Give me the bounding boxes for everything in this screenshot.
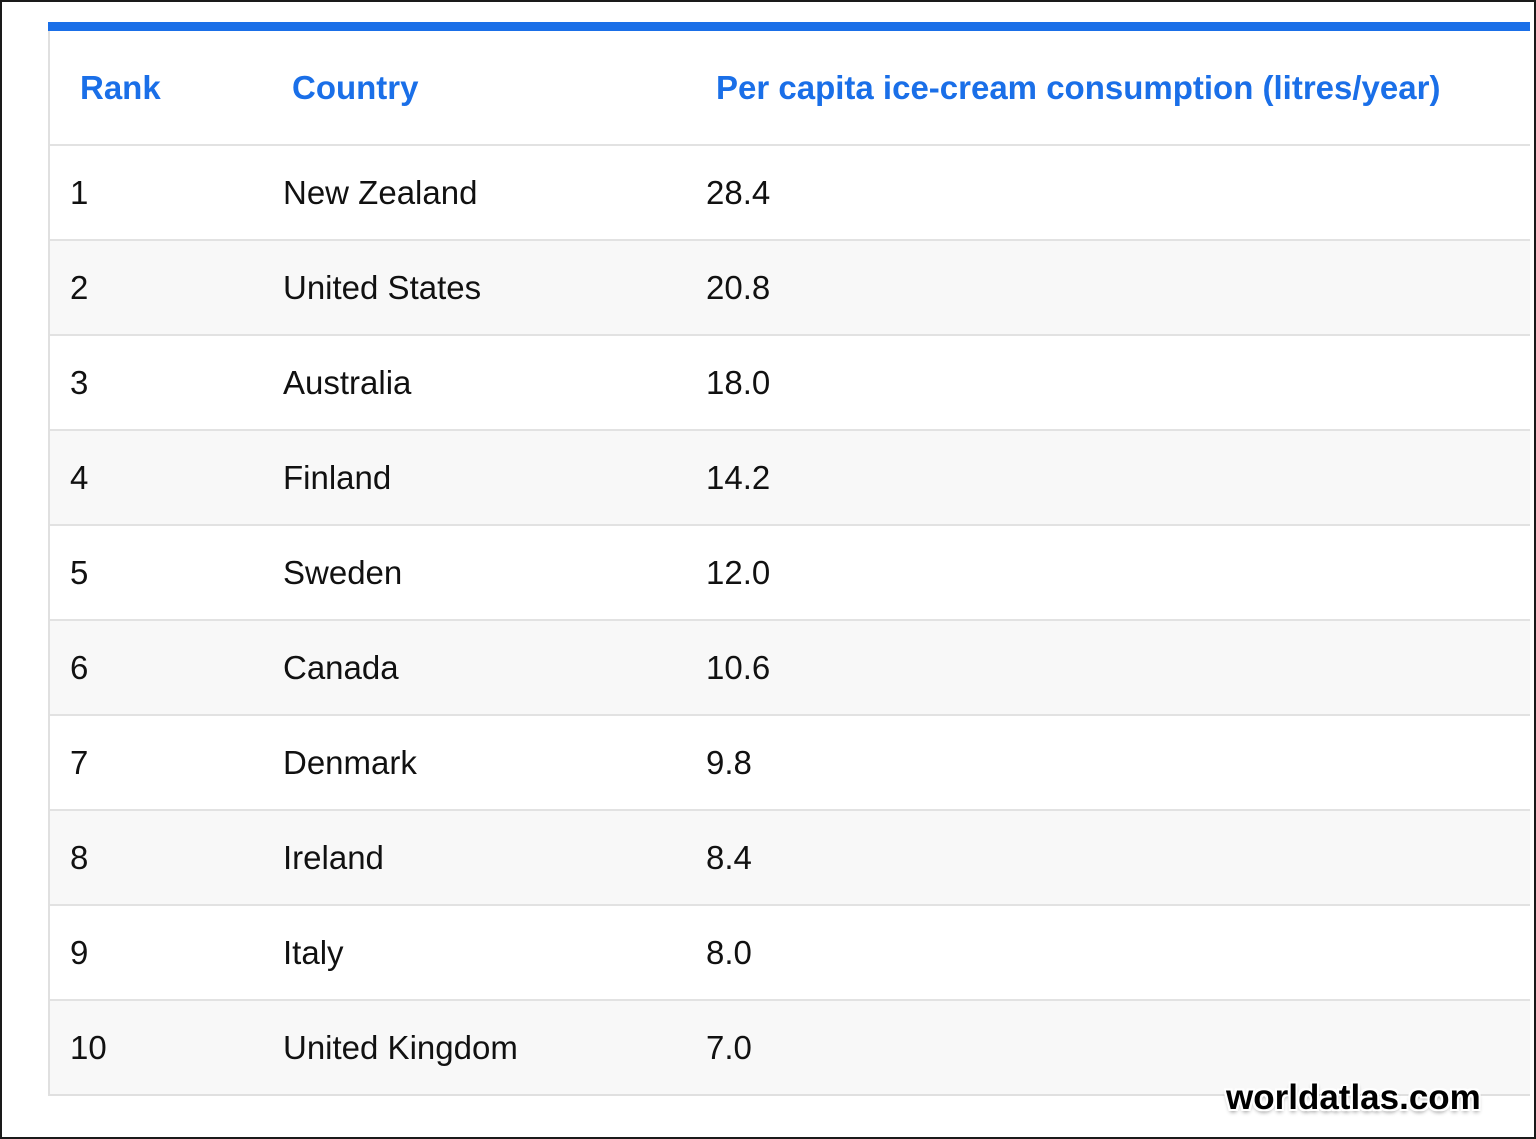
worldatlas-watermark: worldatlas.com <box>1226 1078 1481 1117</box>
country-cell: Denmark <box>283 743 417 781</box>
consumption-cell: 7.0 <box>706 1028 752 1066</box>
table-header-row: Rank Country Per capita ice-cream consum… <box>50 31 1530 146</box>
consumption-cell: 28.4 <box>706 173 771 211</box>
rank-cell: 8 <box>70 838 89 876</box>
consumption-cell: 14.2 <box>706 458 771 496</box>
table-row: 9 Italy 8.0 <box>50 906 1530 1001</box>
table-row: 6 Canada 10.6 <box>50 621 1530 716</box>
consumption-cell: 8.4 <box>706 838 752 876</box>
rank-cell: 6 <box>70 648 89 686</box>
rank-cell: 5 <box>70 553 89 591</box>
rank-cell: 1 <box>70 173 89 211</box>
country-cell: Ireland <box>283 838 384 876</box>
table-row: 5 Sweden 12.0 <box>50 526 1530 621</box>
country-cell: United Kingdom <box>283 1028 518 1066</box>
column-header-rank[interactable]: Rank <box>80 68 161 106</box>
table-row: 4 Finland 14.2 <box>50 431 1530 526</box>
rank-cell: 7 <box>70 743 89 781</box>
table-row: 1 New Zealand 28.4 <box>50 146 1530 241</box>
country-cell: Italy <box>283 933 344 971</box>
table-row: 8 Ireland 8.4 <box>50 811 1530 906</box>
country-cell: Canada <box>283 648 399 686</box>
table-row: 2 United States 20.8 <box>50 241 1530 336</box>
table-row: 7 Denmark 9.8 <box>50 716 1530 811</box>
consumption-cell: 8.0 <box>706 933 752 971</box>
column-header-consumption[interactable]: Per capita ice-cream consumption (litres… <box>716 68 1441 106</box>
consumption-table: Rank Country Per capita ice-cream consum… <box>48 22 1530 1096</box>
table-accent-bar <box>48 22 1530 31</box>
country-cell: United States <box>283 268 482 306</box>
consumption-cell: 18.0 <box>706 363 771 401</box>
consumption-cell: 12.0 <box>706 553 771 591</box>
rank-cell: 2 <box>70 268 89 306</box>
country-cell: Finland <box>283 458 392 496</box>
country-cell: New Zealand <box>283 173 478 211</box>
country-cell: Sweden <box>283 553 403 591</box>
rank-cell: 3 <box>70 363 89 401</box>
table-row: 3 Australia 18.0 <box>50 336 1530 431</box>
rank-cell: 9 <box>70 933 89 971</box>
consumption-cell: 9.8 <box>706 743 752 781</box>
column-header-country[interactable]: Country <box>292 68 419 106</box>
rank-cell: 4 <box>70 458 89 496</box>
consumption-cell: 10.6 <box>706 648 771 686</box>
table-row: 10 United Kingdom 7.0 <box>50 1001 1530 1094</box>
consumption-cell: 20.8 <box>706 268 771 306</box>
country-cell: Australia <box>283 363 412 401</box>
rank-cell: 10 <box>70 1028 107 1066</box>
